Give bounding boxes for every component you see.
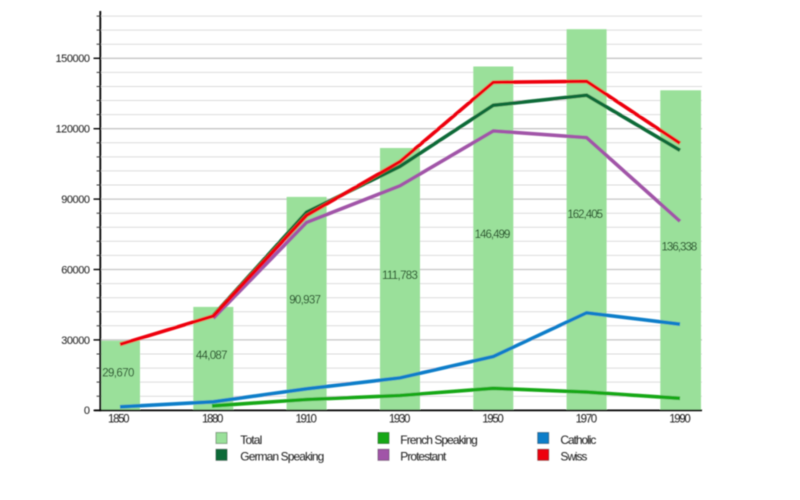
svg-text:111,783: 111,783 xyxy=(382,270,418,282)
svg-text:150000: 150000 xyxy=(56,53,91,65)
svg-text:1910: 1910 xyxy=(295,414,317,426)
svg-text:146,499: 146,499 xyxy=(475,229,511,241)
svg-text:90000: 90000 xyxy=(61,194,90,206)
svg-text:1930: 1930 xyxy=(389,414,411,426)
svg-text:French Speaking: French Speaking xyxy=(400,433,478,447)
svg-text:162,405: 162,405 xyxy=(567,209,603,221)
svg-text:1990: 1990 xyxy=(669,414,691,426)
svg-text:1850: 1850 xyxy=(108,414,130,426)
svg-text:1970: 1970 xyxy=(576,414,598,426)
svg-text:30000: 30000 xyxy=(61,335,90,347)
svg-text:90,937: 90,937 xyxy=(289,295,321,307)
svg-text:120000: 120000 xyxy=(56,124,91,136)
svg-text:Total: Total xyxy=(240,433,262,447)
svg-text:Swiss: Swiss xyxy=(560,450,587,464)
svg-text:44,087: 44,087 xyxy=(196,350,228,362)
svg-text:Protestant: Protestant xyxy=(400,450,447,464)
svg-text:German Speaking: German Speaking xyxy=(240,450,324,464)
svg-text:60000: 60000 xyxy=(61,264,90,276)
svg-text:1880: 1880 xyxy=(202,414,224,426)
svg-text:136,338: 136,338 xyxy=(662,242,698,254)
svg-text:29,670: 29,670 xyxy=(102,368,134,380)
svg-text:Catholic: Catholic xyxy=(560,433,596,447)
svg-text:1950: 1950 xyxy=(482,414,504,426)
svg-text:0: 0 xyxy=(84,405,90,417)
